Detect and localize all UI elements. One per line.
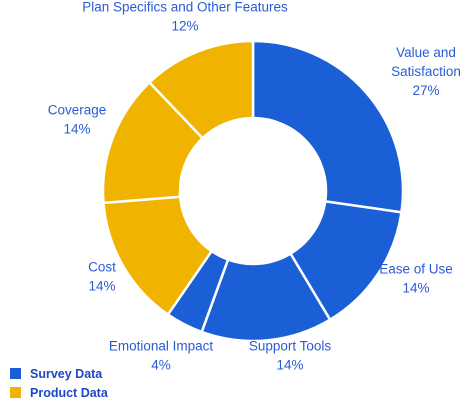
label-text: Support Tools [249,339,332,354]
label-value-and-satisfaction: Value and Satisfaction 27% [391,45,461,98]
label-support-tools: Support Tools 14% [249,339,332,373]
label-ease-of-use: Ease of Use 14% [379,262,453,296]
label-percent: 14% [276,358,303,373]
label-emotional-impact: Emotional Impact 4% [109,339,214,373]
slice-labels: Value and Satisfaction 27%Ease of Use 14%Su… [48,0,461,373]
label-percent: 4% [151,358,171,373]
label-text: Value and [396,45,456,60]
label-text: Coverage [48,103,107,118]
label-cost: Cost 14% [88,260,116,294]
label-text: Satisfaction [391,64,461,79]
label-coverage: Coverage 14% [48,103,107,137]
legend-swatch-product-data [10,387,21,398]
slice-plan-specifics-and-other-features [147,39,255,140]
legend-item-product-data: Product Data [10,383,108,402]
label-percent: 12% [171,19,198,34]
label-text: Cost [88,260,116,275]
label-text: Plan Specifics and Other Features [82,0,288,15]
label-plan-specifics-and-other-features: Plan Specifics and Other Features 12% [82,0,288,34]
slice-value-and-satisfaction [251,39,405,214]
label-text: Ease of Use [379,262,453,277]
donut-slices [101,39,405,343]
label-percent: 27% [412,83,439,98]
legend-label-product-data: Product Data [30,385,108,400]
label-text: Emotional Impact [109,339,214,354]
legend-swatch-survey-data [10,368,21,379]
label-percent: 14% [402,281,429,296]
label-percent: 14% [63,122,90,137]
label-percent: 14% [88,279,115,294]
legend-item-survey-data: Survey Data [10,364,108,383]
legend: Survey Data Product Data [10,364,108,402]
legend-label-survey-data: Survey Data [30,366,103,381]
